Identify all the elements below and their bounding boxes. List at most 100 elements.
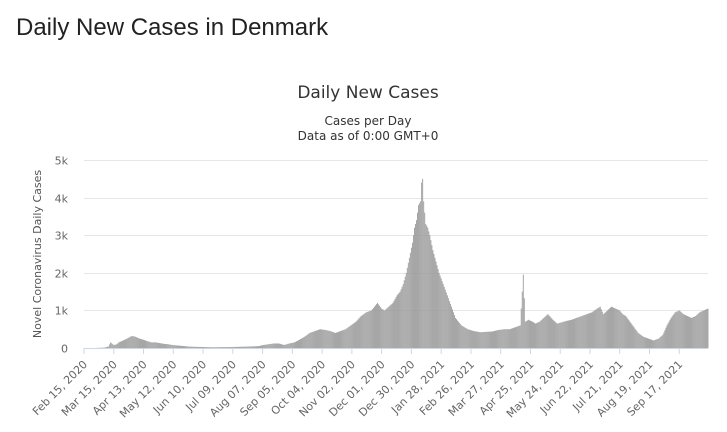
bar: [223, 347, 224, 348]
bar: [317, 330, 318, 348]
bar: [466, 329, 467, 348]
bar: [618, 310, 619, 348]
bar: [324, 330, 325, 348]
bar: [142, 339, 143, 348]
bar: [438, 269, 439, 348]
bar: [363, 315, 364, 348]
bar: [269, 344, 270, 348]
y-tick-label: 5k: [55, 155, 69, 168]
bar: [675, 312, 676, 348]
bar: [402, 287, 403, 348]
bar: [239, 347, 240, 348]
bar: [405, 277, 406, 348]
bar: [365, 313, 366, 348]
bar: [337, 332, 338, 348]
bar: [264, 345, 265, 348]
bar: [464, 327, 465, 348]
bar: [189, 347, 190, 348]
bar: [188, 347, 189, 349]
bar: [241, 347, 242, 348]
bar: [605, 312, 606, 348]
bar: [433, 250, 434, 348]
bar: [611, 307, 612, 348]
bar: [663, 332, 664, 348]
bar: [494, 331, 495, 348]
bar: [662, 335, 663, 348]
bar: [129, 337, 130, 348]
bar: [201, 347, 202, 348]
bar: [602, 312, 603, 348]
bar: [330, 331, 331, 348]
bar: [332, 332, 333, 348]
bar: [430, 240, 431, 348]
bar: [698, 313, 699, 348]
bar: [282, 344, 283, 348]
bar: [467, 329, 468, 348]
bar: [652, 340, 653, 348]
bar: [699, 312, 700, 348]
bar: [530, 321, 531, 348]
bar: [480, 332, 481, 348]
bar: [266, 345, 267, 348]
bar: [682, 313, 683, 348]
bar: [197, 347, 198, 348]
bar: [424, 213, 425, 348]
bar: [265, 345, 266, 348]
bar: [409, 258, 410, 348]
bar: [252, 346, 253, 348]
bar: [667, 325, 668, 348]
bar: [397, 295, 398, 348]
bar: [334, 333, 335, 348]
bar: [548, 315, 549, 348]
bar: [526, 321, 527, 348]
bar: [262, 345, 263, 348]
bar: [563, 322, 564, 348]
bar: [550, 316, 551, 348]
bar: [537, 323, 538, 348]
bar: [657, 339, 658, 348]
bar: [606, 311, 607, 348]
bar: [647, 338, 648, 348]
bar: [593, 312, 594, 348]
bar: [152, 342, 153, 348]
bar: [380, 307, 381, 348]
bar: [419, 203, 420, 348]
bar: [209, 347, 210, 348]
bar: [236, 347, 237, 348]
bar: [594, 311, 595, 348]
bar: [493, 331, 494, 348]
bar: [557, 324, 558, 348]
bar: [456, 319, 457, 348]
bar: [544, 317, 545, 348]
bar: [320, 329, 321, 348]
bar: [347, 328, 348, 348]
bar: [585, 315, 586, 348]
bar: [258, 346, 259, 348]
bar: [326, 330, 327, 348]
bar: [305, 336, 306, 348]
bar: [245, 347, 246, 348]
bar: [631, 323, 632, 348]
bar: [621, 313, 622, 348]
bar: [499, 330, 500, 348]
bar: [483, 332, 484, 348]
bar: [679, 310, 680, 348]
bar: [184, 346, 185, 348]
bar: [224, 347, 225, 348]
bar: [199, 347, 200, 348]
bar: [442, 281, 443, 348]
bar: [295, 342, 296, 348]
bar: [176, 345, 177, 348]
bar: [543, 318, 544, 348]
bar: [653, 340, 654, 348]
bar: [573, 319, 574, 348]
bar: [339, 331, 340, 348]
bar: [181, 346, 182, 348]
bar: [272, 344, 273, 348]
bar: [664, 330, 665, 348]
bar: [542, 319, 543, 348]
bar: [575, 318, 576, 348]
bar: [628, 319, 629, 348]
bar: [453, 312, 454, 348]
bar: [506, 329, 507, 348]
